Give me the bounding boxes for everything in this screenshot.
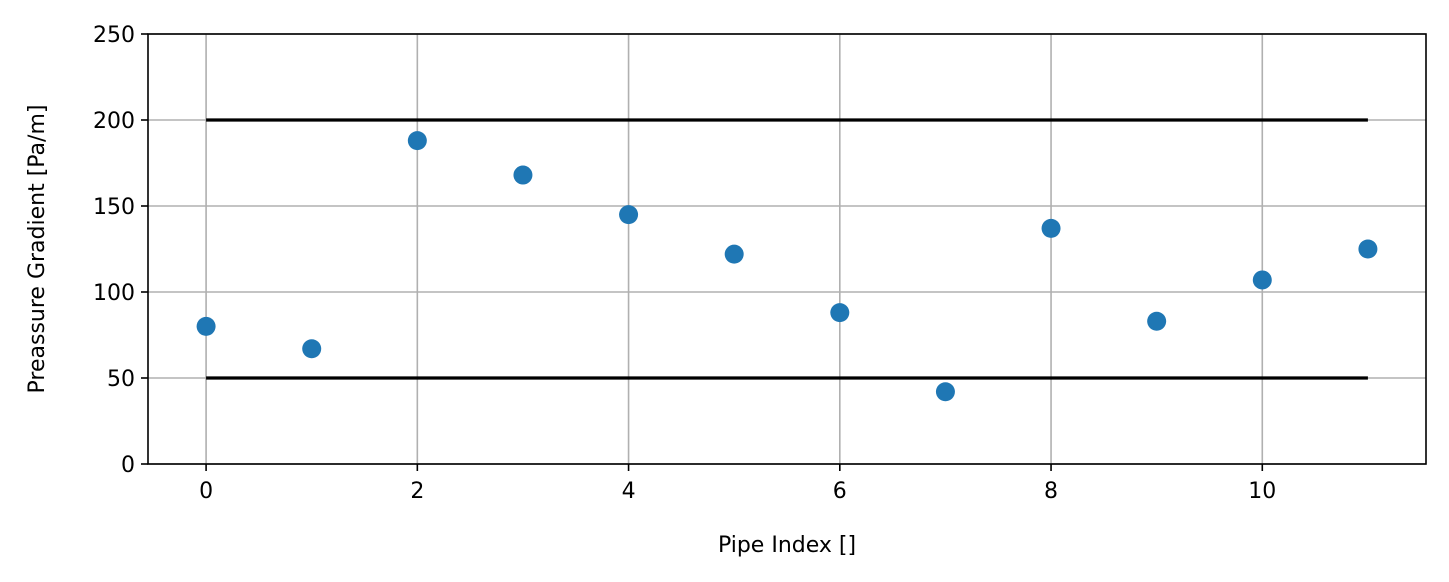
- y-tick-label: 100: [93, 281, 135, 306]
- data-point: [513, 165, 533, 185]
- y-axis-label: Preassure Gradient [Pa/m]: [25, 105, 50, 394]
- data-point: [724, 244, 744, 264]
- reference-lines: [206, 118, 1368, 380]
- data-point: [302, 339, 322, 359]
- y-tick-label: 200: [93, 109, 135, 134]
- y-tick-label: 0: [121, 453, 135, 478]
- data-point: [1041, 218, 1061, 238]
- y-tick-label: 250: [93, 23, 135, 48]
- data-point: [830, 303, 850, 323]
- data-point: [196, 316, 216, 336]
- grid: [148, 33, 1426, 465]
- x-tick-label: 6: [833, 479, 847, 504]
- x-tick-label: 2: [410, 479, 424, 504]
- plot-frame: [147, 33, 1427, 465]
- y-tick-label: 150: [93, 195, 135, 220]
- x-tick-label: 8: [1044, 479, 1058, 504]
- x-tick-label: 4: [622, 479, 636, 504]
- data-point: [407, 131, 427, 151]
- data-point: [1147, 311, 1167, 331]
- data-point: [619, 205, 639, 225]
- data-points: [196, 131, 1378, 402]
- x-tick-label: 0: [199, 479, 213, 504]
- y-tick-label: 50: [107, 367, 135, 392]
- data-point: [1252, 270, 1272, 290]
- x-axis-label: Pipe Index []: [718, 533, 856, 558]
- data-point: [1358, 239, 1378, 259]
- x-tick-label: 10: [1248, 479, 1276, 504]
- data-point: [935, 382, 955, 402]
